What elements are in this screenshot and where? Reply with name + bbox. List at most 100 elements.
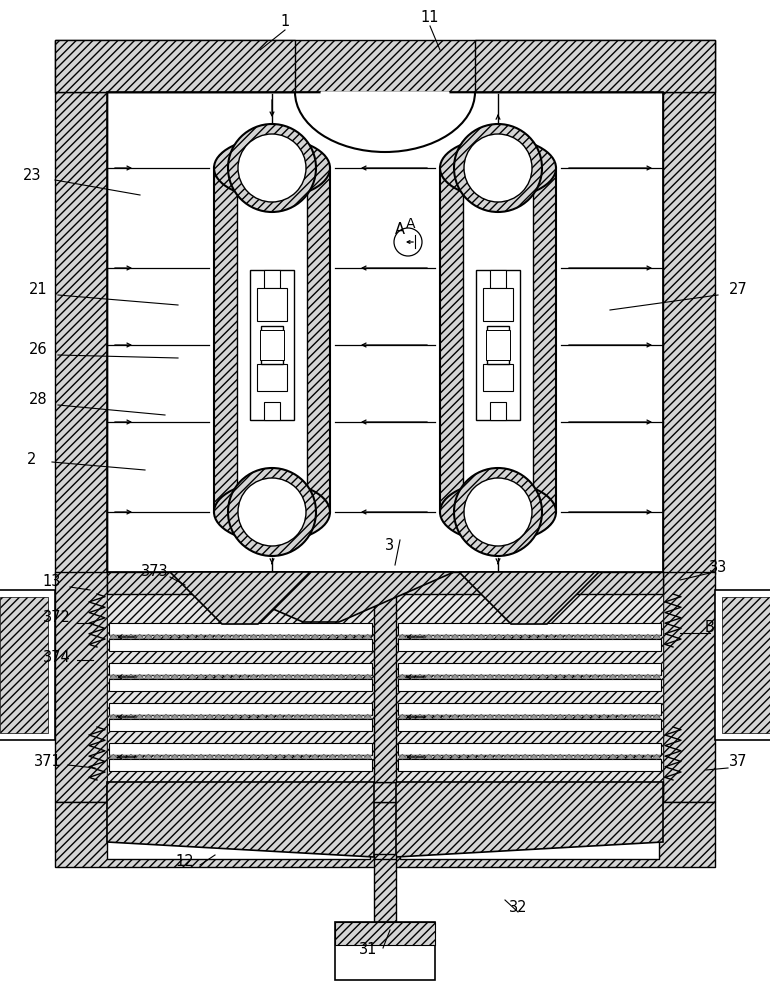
Polygon shape: [232, 715, 240, 720]
Polygon shape: [433, 755, 442, 760]
Polygon shape: [320, 675, 328, 680]
Polygon shape: [118, 674, 126, 679]
Bar: [55, 92, 107, 574]
Polygon shape: [521, 675, 530, 680]
Polygon shape: [450, 674, 460, 679]
Polygon shape: [249, 714, 258, 719]
Text: 13: 13: [43, 574, 61, 589]
Bar: [374, 857, 396, 922]
Polygon shape: [652, 714, 661, 719]
Polygon shape: [118, 754, 126, 759]
Polygon shape: [547, 755, 556, 760]
Polygon shape: [398, 634, 407, 639]
Polygon shape: [320, 754, 328, 759]
Polygon shape: [450, 675, 460, 680]
Polygon shape: [407, 675, 416, 680]
Polygon shape: [170, 572, 310, 624]
Bar: [264, 402, 280, 420]
Polygon shape: [293, 754, 302, 759]
Polygon shape: [512, 635, 521, 640]
Polygon shape: [644, 675, 652, 680]
Bar: [722, 597, 770, 733]
Polygon shape: [363, 754, 372, 759]
Polygon shape: [320, 634, 328, 639]
Text: 1: 1: [280, 14, 290, 29]
Polygon shape: [634, 675, 644, 680]
Polygon shape: [346, 634, 354, 639]
Polygon shape: [477, 634, 486, 639]
Polygon shape: [354, 715, 363, 720]
Polygon shape: [494, 634, 504, 639]
Polygon shape: [240, 714, 249, 719]
Polygon shape: [144, 634, 152, 639]
Polygon shape: [328, 675, 337, 680]
Bar: [475, 40, 715, 92]
Polygon shape: [214, 715, 223, 720]
Polygon shape: [582, 675, 591, 680]
Polygon shape: [504, 675, 512, 680]
Polygon shape: [179, 754, 188, 759]
Polygon shape: [249, 675, 258, 680]
Polygon shape: [293, 635, 302, 640]
Polygon shape: [206, 634, 214, 639]
Bar: [0, 590, 55, 740]
Bar: [261, 326, 283, 364]
Text: 2: 2: [27, 452, 37, 468]
Bar: [335, 922, 435, 945]
Polygon shape: [486, 635, 494, 640]
Polygon shape: [188, 714, 196, 719]
Polygon shape: [600, 634, 608, 639]
Polygon shape: [626, 755, 634, 760]
Polygon shape: [407, 714, 416, 719]
Bar: [107, 92, 663, 572]
Polygon shape: [240, 715, 249, 720]
Polygon shape: [442, 674, 450, 679]
Polygon shape: [109, 755, 118, 760]
Polygon shape: [284, 634, 293, 639]
Polygon shape: [310, 634, 320, 639]
Polygon shape: [170, 715, 179, 720]
Polygon shape: [634, 634, 644, 639]
Polygon shape: [258, 714, 266, 719]
Polygon shape: [196, 714, 206, 719]
Polygon shape: [582, 754, 591, 759]
Polygon shape: [486, 755, 494, 760]
Polygon shape: [363, 635, 372, 640]
Bar: [398, 719, 661, 731]
Bar: [107, 594, 663, 782]
Polygon shape: [109, 715, 118, 720]
Polygon shape: [249, 674, 258, 679]
Ellipse shape: [238, 478, 306, 546]
Polygon shape: [170, 675, 179, 680]
Polygon shape: [152, 714, 162, 719]
Polygon shape: [652, 754, 661, 759]
Polygon shape: [162, 755, 170, 760]
Bar: [715, 590, 770, 740]
Polygon shape: [284, 674, 293, 679]
Text: B: B: [705, 620, 715, 636]
Polygon shape: [162, 674, 170, 679]
Bar: [237, 168, 306, 512]
Polygon shape: [276, 634, 284, 639]
Polygon shape: [564, 675, 574, 680]
Polygon shape: [276, 754, 284, 759]
Bar: [257, 364, 287, 391]
Polygon shape: [564, 635, 574, 640]
Polygon shape: [126, 674, 136, 679]
Polygon shape: [249, 754, 258, 759]
Polygon shape: [363, 714, 372, 719]
Bar: [257, 288, 287, 321]
Polygon shape: [600, 675, 608, 680]
Polygon shape: [547, 715, 556, 720]
Polygon shape: [109, 634, 118, 639]
Polygon shape: [442, 755, 450, 760]
Polygon shape: [162, 715, 170, 720]
Polygon shape: [276, 674, 284, 679]
Polygon shape: [354, 634, 363, 639]
Polygon shape: [206, 755, 214, 760]
Polygon shape: [582, 715, 591, 720]
Polygon shape: [240, 754, 249, 759]
Text: A: A: [395, 223, 405, 237]
Bar: [109, 663, 372, 675]
Polygon shape: [582, 635, 591, 640]
